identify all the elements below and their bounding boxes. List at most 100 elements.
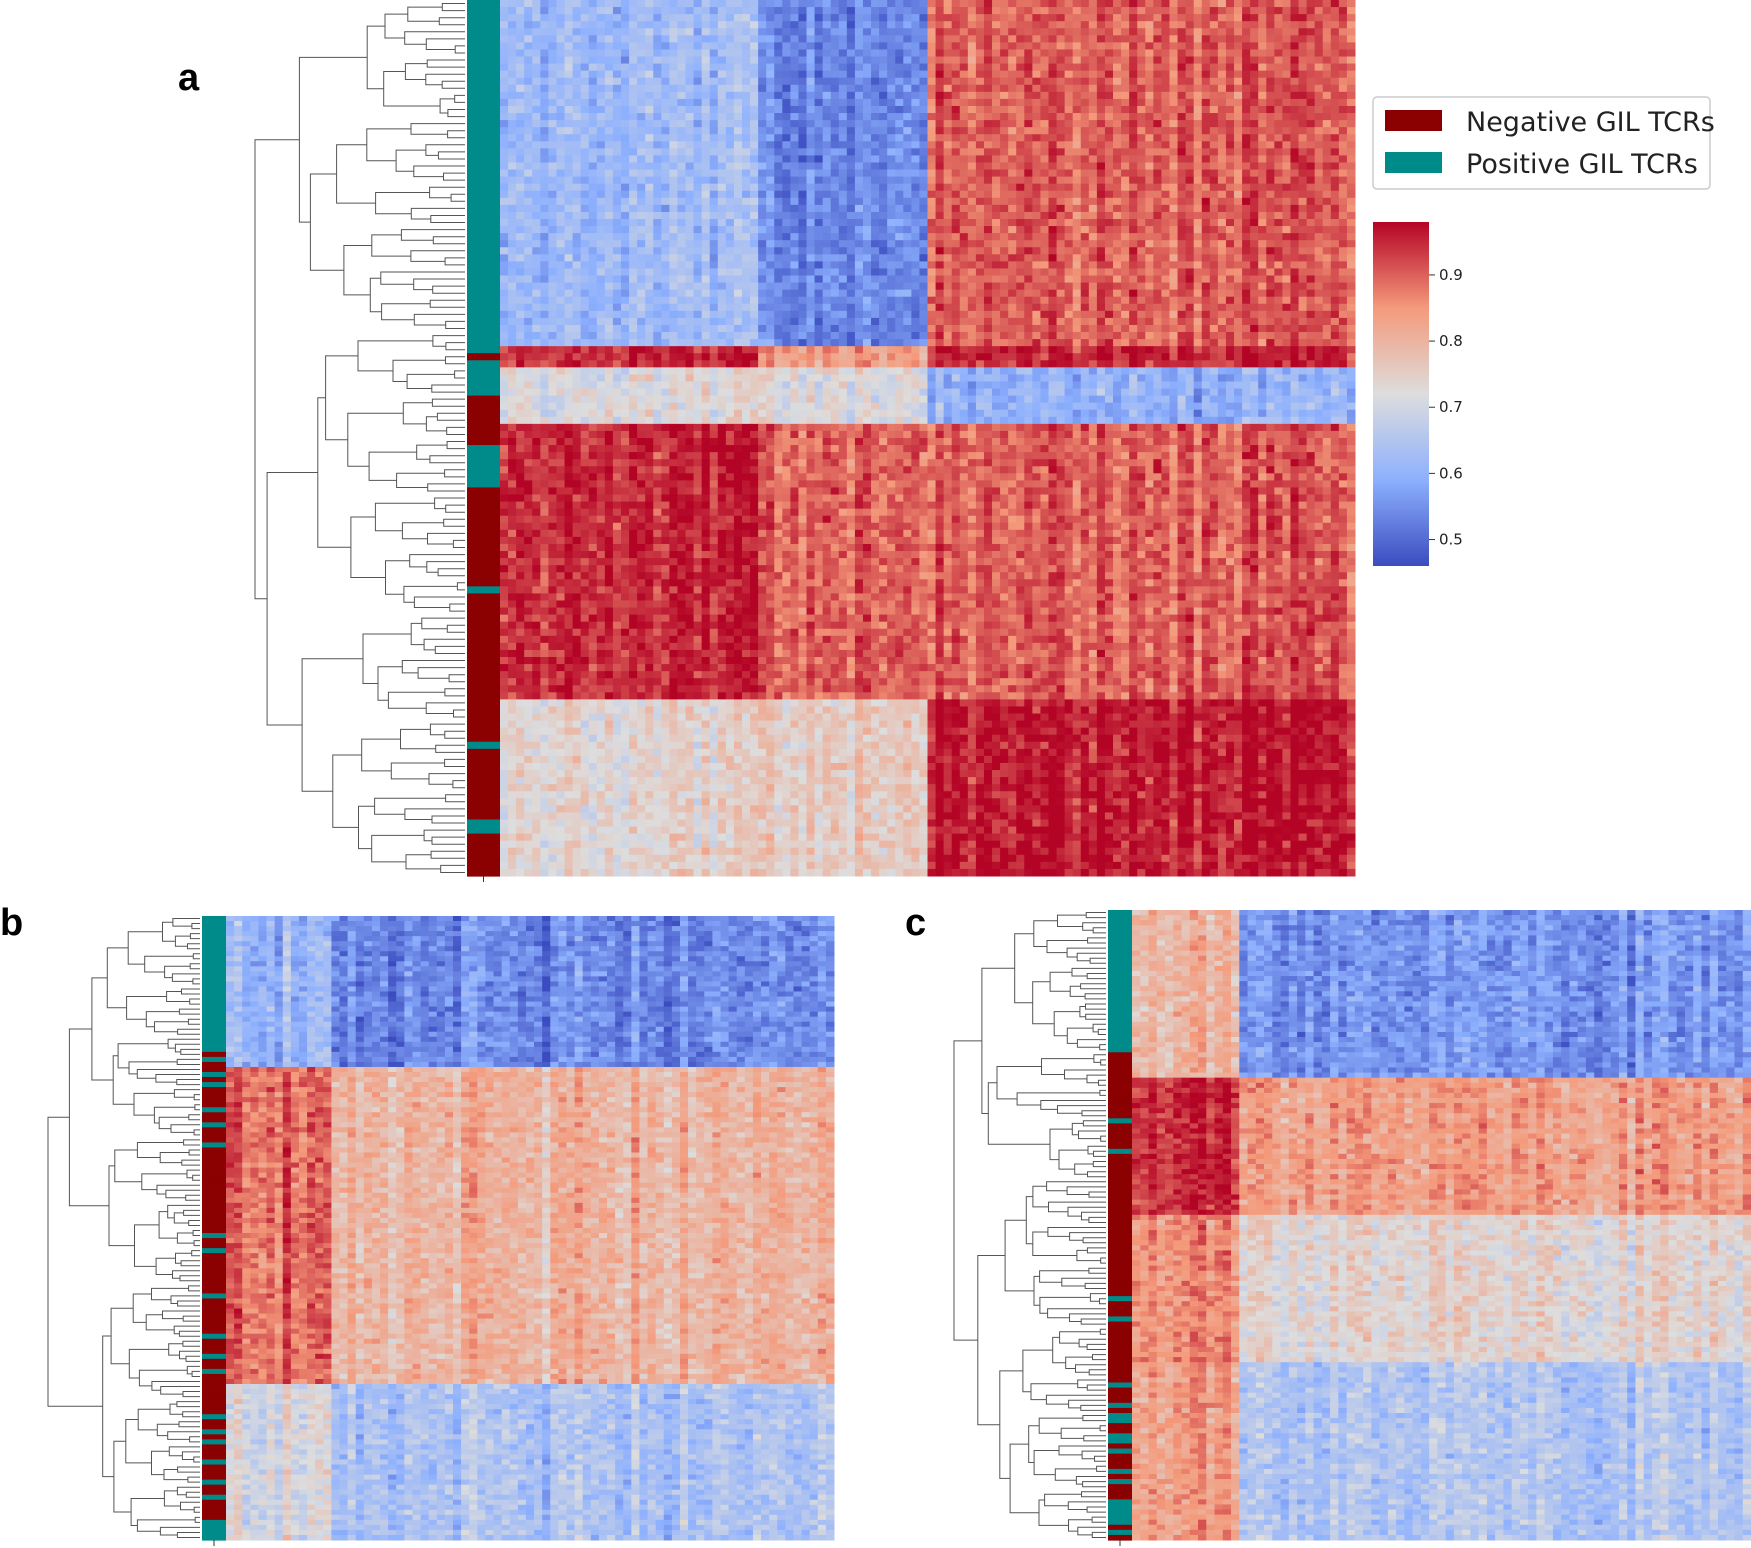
- heatmap-cell: [1073, 64, 1082, 72]
- heatmap-cell: [1274, 64, 1283, 72]
- heatmap-cell: [1048, 28, 1057, 36]
- heatmap-cell: [944, 35, 953, 43]
- heatmap-cell: [1024, 49, 1033, 57]
- heatmap-cell: [1339, 78, 1348, 86]
- heatmap-cell: [1218, 14, 1227, 22]
- heatmap-cell: [928, 42, 937, 50]
- heatmap-cell: [1290, 35, 1299, 43]
- heatmap-cell: [1153, 28, 1162, 36]
- heatmap-cell: [807, 71, 816, 79]
- heatmap-cell: [573, 85, 582, 93]
- heatmap-cell: [815, 64, 824, 72]
- heatmap-cell: [960, 14, 969, 22]
- heatmap-cell: [984, 0, 993, 8]
- heatmap-cell: [677, 28, 686, 36]
- heatmap-cell: [903, 64, 912, 72]
- heatmap-cell: [1016, 64, 1025, 72]
- heatmap-cell: [1097, 42, 1106, 50]
- row-annotation-cell: [467, 558, 500, 566]
- heatmap-cell: [903, 42, 912, 50]
- heatmap-cell: [1040, 57, 1049, 65]
- heatmap-cell: [1008, 57, 1017, 65]
- heatmap-cell: [1266, 35, 1275, 43]
- heatmap-cell: [1129, 78, 1138, 86]
- heatmap-cell: [750, 64, 759, 72]
- heatmap-cell: [1290, 21, 1299, 29]
- heatmap-cell: [1339, 57, 1348, 65]
- heatmap-cell: [774, 71, 783, 79]
- heatmap-cell: [1000, 35, 1009, 43]
- heatmap-cell: [952, 85, 961, 93]
- heatmap-cell: [750, 42, 759, 50]
- heatmap-cell: [766, 14, 775, 22]
- heatmap-cell: [629, 14, 638, 22]
- heatmap-cell: [1266, 64, 1275, 72]
- heatmap-cell: [992, 78, 1001, 86]
- heatmap-cell: [589, 28, 598, 36]
- heatmap-cell: [1057, 28, 1066, 36]
- heatmap-cell: [1242, 42, 1251, 50]
- heatmap-cell: [879, 0, 888, 8]
- row-annotation-cell: [467, 268, 500, 276]
- heatmap-cell: [968, 0, 977, 8]
- heatmap-cell: [1000, 0, 1009, 8]
- row-annotation-cell: [467, 551, 500, 559]
- heatmap-cell: [1250, 78, 1259, 86]
- heatmap-cell: [742, 35, 751, 43]
- heatmap-cell: [548, 57, 557, 65]
- heatmap-cell: [992, 64, 1001, 72]
- heatmap-cell: [960, 7, 969, 15]
- heatmap-cell: [1290, 71, 1299, 79]
- row-annotation-cell: [467, 403, 500, 411]
- heatmap-cell: [798, 35, 807, 43]
- row-annotation-cell: [467, 64, 500, 72]
- heatmap-cell: [516, 14, 525, 22]
- heatmap-cell: [718, 7, 727, 15]
- row-annotation-cell: [467, 579, 500, 587]
- heatmap-cell: [879, 57, 888, 65]
- heatmap-cell: [992, 49, 1001, 57]
- heatmap-cell: [573, 78, 582, 86]
- heatmap-cell: [694, 42, 703, 50]
- heatmap-cell: [1315, 49, 1324, 57]
- heatmap-cell: [1153, 49, 1162, 57]
- heatmap-cell: [1016, 0, 1025, 8]
- heatmap-cell: [1065, 57, 1074, 65]
- heatmap-cell: [1016, 21, 1025, 29]
- heatmap-cell: [677, 49, 686, 57]
- heatmap-cell: [968, 64, 977, 72]
- heatmap-cell: [1226, 14, 1235, 22]
- heatmap-cell: [758, 78, 767, 86]
- heatmap-cell: [879, 42, 888, 50]
- heatmap-cell: [565, 57, 574, 65]
- heatmap-cell: [782, 35, 791, 43]
- heatmap-cell: [928, 7, 937, 15]
- heatmap-cell: [565, 71, 574, 79]
- heatmap-cell: [1339, 14, 1348, 22]
- heatmap-cell: [694, 85, 703, 93]
- row-annotation-cell: [467, 763, 500, 771]
- heatmap-cell: [694, 64, 703, 72]
- heatmap-cell: [686, 85, 695, 93]
- heatmap-cell: [694, 0, 703, 8]
- heatmap-cell: [669, 0, 678, 8]
- heatmap-cell: [677, 21, 686, 29]
- heatmap-cell: [597, 14, 606, 22]
- heatmap-cell: [540, 0, 549, 8]
- heatmap-cell: [524, 7, 533, 15]
- heatmap-cell: [1129, 42, 1138, 50]
- heatmap-cell: [758, 42, 767, 50]
- heatmap-cell: [1274, 7, 1283, 15]
- heatmap-cell: [1258, 71, 1267, 79]
- heatmap-cell: [831, 42, 840, 50]
- heatmap-cell: [1315, 0, 1324, 8]
- heatmap-cell: [500, 71, 509, 79]
- heatmap-cell: [581, 21, 590, 29]
- heatmap-cell: [1016, 14, 1025, 22]
- heatmap-cell: [653, 64, 662, 72]
- row-annotation-cell: [467, 0, 500, 8]
- heatmap-cell: [677, 42, 686, 50]
- heatmap-cell: [1299, 7, 1308, 15]
- heatmap-cell: [637, 71, 646, 79]
- heatmap-cell: [1210, 7, 1219, 15]
